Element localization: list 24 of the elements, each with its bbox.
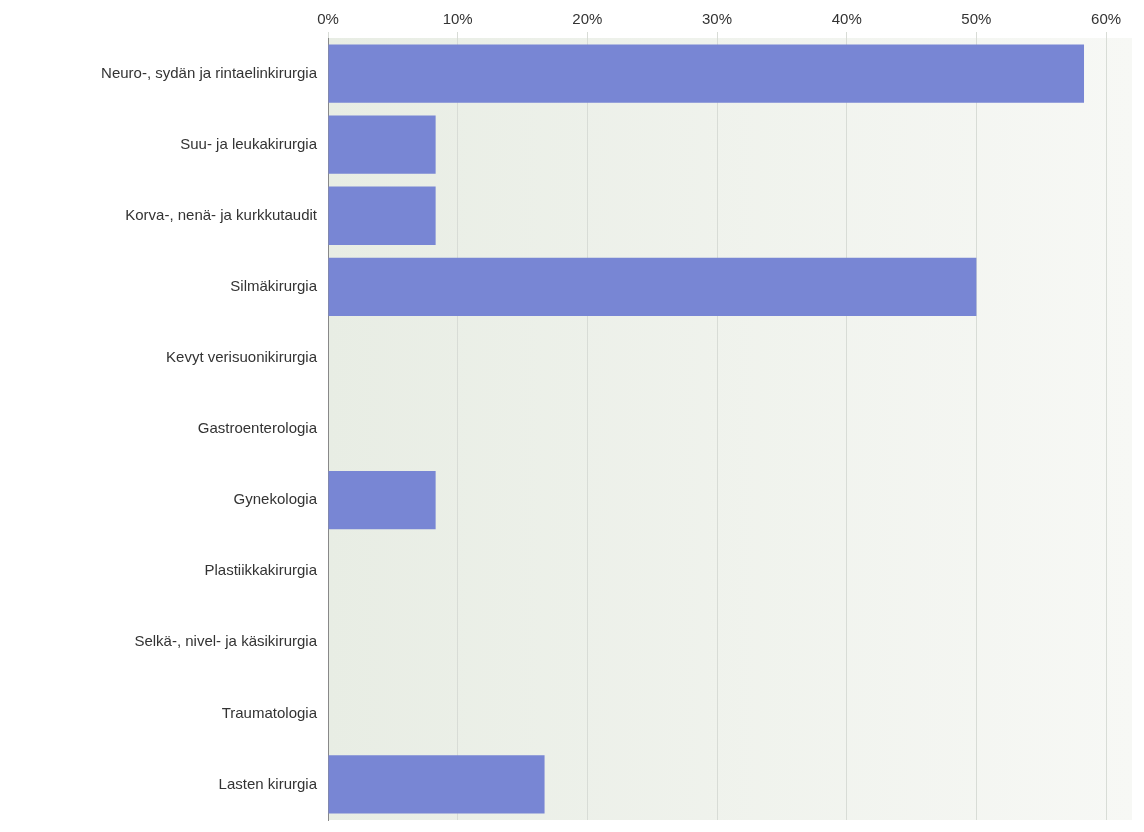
x-tick-label: 40% xyxy=(831,10,862,28)
y-tick-label: Korva-, nenä- ja kurkkutaudit xyxy=(125,205,318,223)
y-tick-label: Selkä-, nivel- ja käsikirurgia xyxy=(134,632,318,650)
x-tick-label: 0% xyxy=(317,10,339,28)
y-tick-label: Gynekologia xyxy=(233,490,318,508)
x-tick-label: 10% xyxy=(442,10,473,28)
bar xyxy=(328,115,436,174)
y-tick-label: Plastiikkakirurgia xyxy=(204,561,318,579)
y-tick-label: Suu- ja leukakirurgia xyxy=(180,134,318,152)
x-tick-label: 60% xyxy=(1091,10,1122,28)
y-tick-label: Neuro-, sydän ja rintaelinkirurgia xyxy=(101,63,318,81)
y-tick-label: Lasten kirurgia xyxy=(218,774,318,792)
bar xyxy=(328,186,436,245)
bar xyxy=(328,470,436,530)
bar xyxy=(328,44,1085,103)
y-tick-label: Gastroenterologia xyxy=(197,419,318,437)
x-tick-label: 50% xyxy=(961,10,992,28)
y-tick-label: Traumatologia xyxy=(221,703,318,721)
y-tick-label: Silmäkirurgia xyxy=(230,276,318,294)
x-tick-label: 20% xyxy=(572,10,603,28)
bar xyxy=(328,257,977,316)
y-tick-label: Kevyt verisuonikirurgia xyxy=(166,348,318,366)
bar xyxy=(328,755,545,814)
x-tick-label: 30% xyxy=(702,10,733,28)
